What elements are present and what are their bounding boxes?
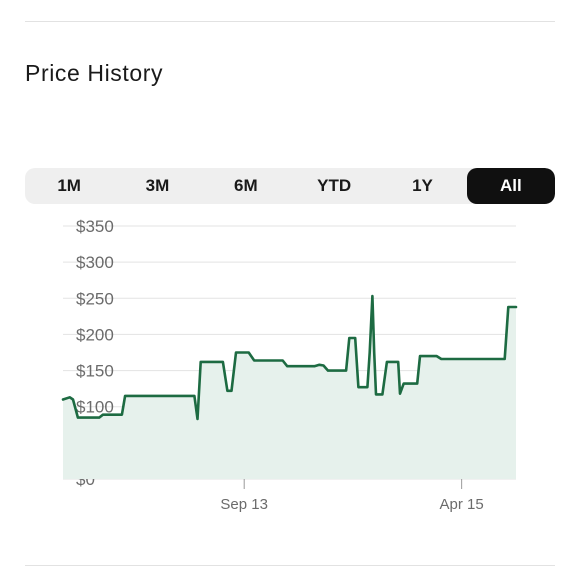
x-tick-label: Sep 13 <box>220 496 268 513</box>
y-tick-label: $250 <box>76 289 114 308</box>
price-line <box>61 294 518 421</box>
price-area-fill <box>63 296 516 479</box>
bottom-divider <box>25 565 555 566</box>
range-tab-1y[interactable]: 1Y <box>412 176 433 195</box>
y-tick-label: $300 <box>76 253 114 272</box>
range-tab-all[interactable]: All <box>466 168 555 204</box>
y-tick-label: $100 <box>76 398 114 417</box>
y-tick-label: $150 <box>76 362 114 381</box>
range-tab-1m[interactable]: 1M <box>57 176 81 195</box>
range-tab-6m[interactable]: 6M <box>234 176 258 195</box>
range-tab-3m[interactable]: 3M <box>145 176 170 195</box>
range-tab-bar: 1M 3M 6M YTD 1Y All <box>25 168 555 204</box>
y-tick-label: $350 <box>76 217 114 236</box>
y-tick-label: $200 <box>76 325 114 344</box>
top-divider <box>25 21 555 22</box>
range-tab-ytd[interactable]: YTD <box>317 176 352 195</box>
x-tick-label: Apr 15 <box>440 496 484 513</box>
page-title: Price History <box>25 60 164 86</box>
